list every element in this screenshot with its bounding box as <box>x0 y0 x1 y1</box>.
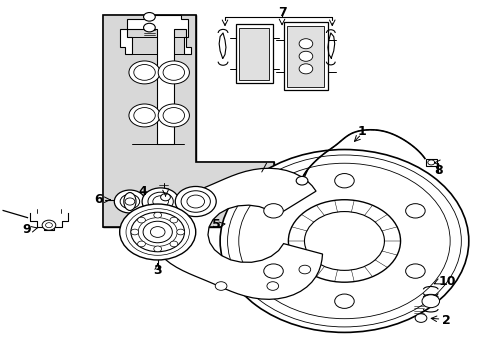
Circle shape <box>263 264 283 278</box>
Circle shape <box>186 195 204 208</box>
Polygon shape <box>425 159 436 166</box>
Circle shape <box>421 295 439 308</box>
Circle shape <box>154 246 161 252</box>
Circle shape <box>288 200 400 282</box>
Circle shape <box>266 282 278 290</box>
Circle shape <box>153 196 168 207</box>
Circle shape <box>175 186 216 217</box>
Polygon shape <box>103 15 273 226</box>
Circle shape <box>215 282 226 290</box>
Circle shape <box>299 51 312 61</box>
Circle shape <box>134 108 155 123</box>
Circle shape <box>334 294 353 309</box>
Circle shape <box>120 194 140 209</box>
Circle shape <box>143 221 172 243</box>
Polygon shape <box>120 15 190 144</box>
Polygon shape <box>235 24 272 83</box>
Text: 6: 6 <box>94 193 103 206</box>
Text: 10: 10 <box>437 275 455 288</box>
Circle shape <box>148 192 173 211</box>
Circle shape <box>134 64 155 80</box>
Circle shape <box>181 191 210 212</box>
Bar <box>103 162 273 226</box>
Ellipse shape <box>123 193 136 211</box>
Circle shape <box>154 212 161 218</box>
Circle shape <box>334 174 353 188</box>
Circle shape <box>405 204 424 218</box>
Text: 7: 7 <box>277 6 286 19</box>
Circle shape <box>414 314 426 322</box>
Polygon shape <box>238 28 268 80</box>
Circle shape <box>143 13 155 21</box>
Circle shape <box>405 264 424 278</box>
Circle shape <box>296 176 307 185</box>
Text: 1: 1 <box>356 125 365 138</box>
Text: 4: 4 <box>139 185 147 198</box>
Circle shape <box>163 64 184 80</box>
Text: 8: 8 <box>433 164 442 177</box>
Text: 9: 9 <box>23 222 31 236</box>
Text: 5: 5 <box>211 218 220 231</box>
Circle shape <box>263 204 283 218</box>
Polygon shape <box>152 168 322 299</box>
Circle shape <box>142 188 179 215</box>
Circle shape <box>176 229 184 235</box>
Circle shape <box>304 212 384 270</box>
Circle shape <box>137 241 145 247</box>
Polygon shape <box>283 22 328 90</box>
Circle shape <box>427 160 434 165</box>
Circle shape <box>114 190 145 213</box>
Circle shape <box>158 104 189 127</box>
Circle shape <box>143 23 155 32</box>
Circle shape <box>170 217 178 223</box>
Circle shape <box>45 223 52 228</box>
Circle shape <box>158 61 189 84</box>
Circle shape <box>125 198 135 205</box>
Circle shape <box>298 265 310 274</box>
Circle shape <box>129 104 160 127</box>
Circle shape <box>137 217 145 223</box>
Circle shape <box>129 61 160 84</box>
Polygon shape <box>287 26 324 87</box>
Circle shape <box>220 149 468 332</box>
Circle shape <box>170 241 178 247</box>
Circle shape <box>299 39 312 49</box>
Circle shape <box>150 226 164 237</box>
Bar <box>103 15 195 162</box>
Circle shape <box>120 204 195 260</box>
Text: 3: 3 <box>153 264 162 277</box>
Circle shape <box>42 220 56 230</box>
Circle shape <box>160 194 170 201</box>
Text: 2: 2 <box>441 314 450 327</box>
Circle shape <box>131 212 184 252</box>
Circle shape <box>299 64 312 74</box>
Circle shape <box>163 108 184 123</box>
Circle shape <box>131 229 139 235</box>
